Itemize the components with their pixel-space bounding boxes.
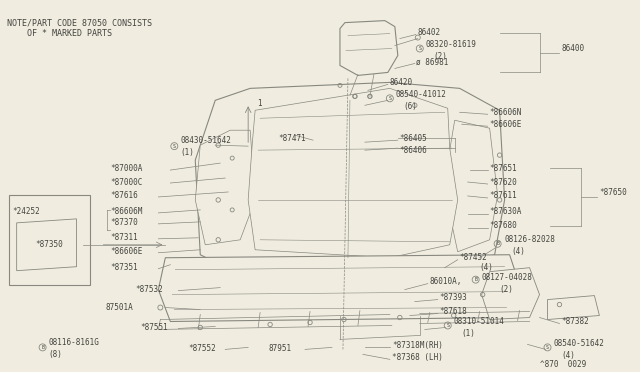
- Text: (2): (2): [500, 285, 513, 294]
- Polygon shape: [195, 82, 504, 275]
- Text: *87680: *87680: [490, 221, 517, 230]
- Text: 08126-82028: 08126-82028: [504, 235, 556, 244]
- Text: *87350: *87350: [36, 240, 63, 249]
- Text: *87532: *87532: [136, 285, 163, 294]
- Text: *87000C: *87000C: [111, 177, 143, 186]
- Text: *87393: *87393: [440, 293, 467, 302]
- Polygon shape: [158, 255, 520, 321]
- Text: *87651: *87651: [490, 164, 517, 173]
- Polygon shape: [482, 268, 540, 320]
- Text: S: S: [419, 46, 421, 51]
- Text: *87552: *87552: [188, 344, 216, 353]
- Polygon shape: [547, 296, 600, 320]
- Text: *87351: *87351: [111, 263, 138, 272]
- Text: 86402: 86402: [418, 28, 441, 37]
- Text: (1): (1): [180, 148, 194, 157]
- Text: *87382: *87382: [561, 317, 589, 326]
- Polygon shape: [17, 219, 77, 271]
- Text: *87650: *87650: [600, 189, 627, 198]
- Text: 08127-04028: 08127-04028: [482, 273, 532, 282]
- Text: 08430-51642: 08430-51642: [180, 136, 231, 145]
- Text: *87616: *87616: [111, 192, 138, 201]
- Text: *87551: *87551: [140, 323, 168, 332]
- Text: S: S: [388, 96, 391, 101]
- Text: B: B: [496, 241, 499, 246]
- Text: B: B: [41, 345, 44, 350]
- Text: (8): (8): [49, 350, 63, 359]
- Text: (6): (6): [404, 102, 418, 111]
- Text: *86606E: *86606E: [490, 120, 522, 129]
- Text: *87452: *87452: [460, 253, 488, 262]
- Text: (4): (4): [511, 247, 525, 256]
- Text: (2): (2): [434, 52, 447, 61]
- Text: *86405: *86405: [400, 134, 428, 143]
- Text: NOTE/PART CODE 87050 CONSISTS
    OF * MARKED PARTS: NOTE/PART CODE 87050 CONSISTS OF * MARKE…: [6, 19, 152, 38]
- Text: 86400: 86400: [561, 44, 584, 53]
- Text: *87318M(RH): *87318M(RH): [392, 341, 443, 350]
- Polygon shape: [448, 120, 498, 252]
- Text: *87620: *87620: [490, 177, 517, 186]
- Text: S: S: [546, 345, 549, 350]
- Text: 86010A,: 86010A,: [430, 277, 462, 286]
- Text: (1): (1): [461, 329, 476, 338]
- Text: *87630A: *87630A: [490, 208, 522, 217]
- Text: ø 86981: ø 86981: [416, 58, 448, 67]
- Text: 87951: 87951: [268, 344, 291, 353]
- Text: 08320-81619: 08320-81619: [426, 40, 477, 49]
- Text: 08540-51642: 08540-51642: [554, 339, 604, 348]
- Text: *87000A: *87000A: [111, 164, 143, 173]
- Text: *24252: *24252: [13, 207, 40, 216]
- Text: 1: 1: [257, 99, 262, 108]
- Bar: [9, 195, 90, 285]
- Text: 86420: 86420: [390, 78, 413, 87]
- Text: 08540-41012: 08540-41012: [396, 90, 447, 99]
- Text: *87311: *87311: [111, 233, 138, 242]
- Text: B: B: [474, 277, 477, 282]
- Text: *86406: *86406: [400, 145, 428, 155]
- Polygon shape: [248, 89, 458, 258]
- Text: 08116-8161G: 08116-8161G: [49, 338, 99, 347]
- Text: *86606N: *86606N: [490, 108, 522, 117]
- Text: S: S: [173, 144, 176, 149]
- Text: *86606E: *86606E: [111, 247, 143, 256]
- Text: *86606M: *86606M: [111, 208, 143, 217]
- Text: *87370: *87370: [111, 218, 138, 227]
- Text: S: S: [446, 323, 449, 328]
- Text: 87501A: 87501A: [106, 303, 133, 312]
- Polygon shape: [340, 20, 398, 76]
- Polygon shape: [195, 130, 255, 245]
- Text: *87618: *87618: [440, 307, 467, 316]
- Text: (4): (4): [561, 351, 575, 360]
- Text: 08310-51014: 08310-51014: [454, 317, 504, 326]
- Text: ^870  0029: ^870 0029: [540, 360, 586, 369]
- Text: *87368 (LH): *87368 (LH): [392, 353, 443, 362]
- Text: *87611: *87611: [490, 192, 517, 201]
- Text: (4): (4): [479, 263, 493, 272]
- Text: *87471: *87471: [278, 134, 306, 143]
